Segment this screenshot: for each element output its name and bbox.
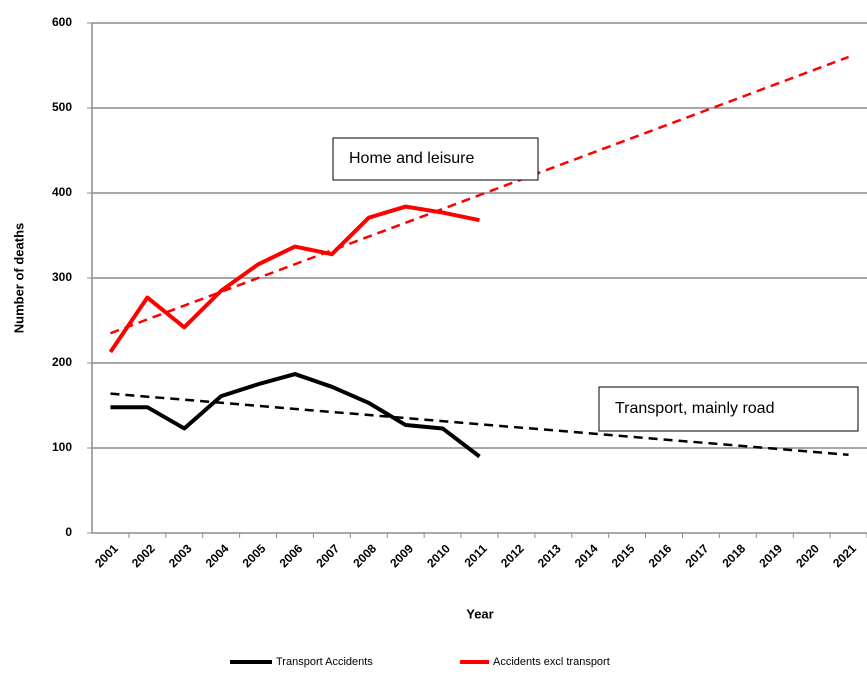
x-tick-label: 2009 xyxy=(387,541,416,570)
y-axis-title: Number of deaths xyxy=(11,223,26,334)
x-tick-label: 2019 xyxy=(756,541,785,570)
x-tick-label: 2002 xyxy=(129,541,158,570)
x-tick-label: 2004 xyxy=(203,541,232,570)
annotation: Transport, mainly road xyxy=(615,400,774,417)
x-tick-label: 2010 xyxy=(424,541,453,570)
x-tick-label: 2014 xyxy=(572,541,601,570)
x-tick-label: 2017 xyxy=(683,541,712,570)
x-tick-label: 2018 xyxy=(719,541,748,570)
legend-label: Transport Accidents xyxy=(276,656,373,668)
y-tick-label: 600 xyxy=(52,15,72,29)
x-tick-label: 2021 xyxy=(830,541,859,570)
x-tick-label: 2011 xyxy=(462,541,491,570)
x-tick-label: 2012 xyxy=(498,541,527,570)
x-tick-label: 2001 xyxy=(92,541,121,570)
y-tick-label: 200 xyxy=(52,355,72,369)
x-tick-label: 2007 xyxy=(313,541,342,570)
x-tick-label: 2008 xyxy=(350,541,379,570)
x-tick-label: 2003 xyxy=(166,541,195,570)
x-tick-label: 2005 xyxy=(240,541,269,570)
y-tick-label: 0 xyxy=(65,525,72,539)
legend-label: Accidents excl transport xyxy=(493,656,610,668)
x-tick-label: 2015 xyxy=(609,541,638,570)
series-line xyxy=(110,372,481,459)
x-axis-title: Year xyxy=(466,606,493,621)
trend-line xyxy=(110,392,849,457)
series-line xyxy=(108,204,480,354)
x-tick-label: 2016 xyxy=(646,541,675,570)
y-tick-label: 100 xyxy=(52,440,72,454)
x-tick-label: 2006 xyxy=(277,541,306,570)
annotation-box xyxy=(598,386,859,432)
y-tick-label: 500 xyxy=(52,100,72,114)
trend-line xyxy=(110,55,849,335)
x-tick-label: 2020 xyxy=(793,541,822,570)
x-tick-label: 2013 xyxy=(535,541,564,570)
annotation-box xyxy=(332,137,539,181)
annotation: Home and leisure xyxy=(349,150,475,167)
y-tick-label: 400 xyxy=(52,185,72,199)
y-tick-label: 300 xyxy=(52,270,72,284)
